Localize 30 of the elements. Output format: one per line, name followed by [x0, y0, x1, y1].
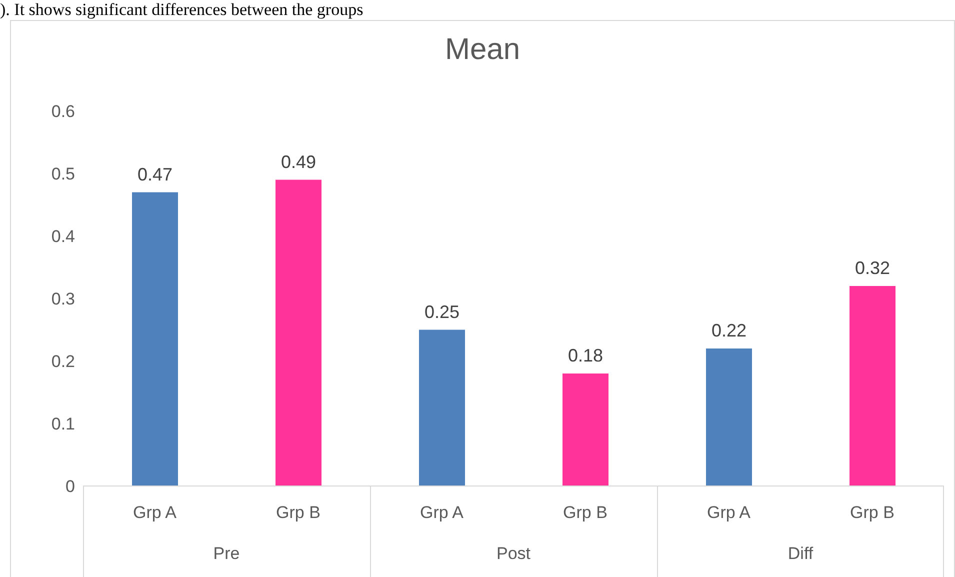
chart-title: Mean	[444, 33, 522, 67]
y-tick-label: 0.1	[51, 414, 75, 434]
y-tick-label: 0.2	[51, 352, 75, 372]
y-tick-label: 0	[66, 477, 75, 496]
text: Post	[495, 544, 532, 564]
bar	[562, 374, 608, 486]
y-tick-label: 0.6	[51, 102, 75, 122]
x-tick-label: Grp B	[850, 503, 894, 522]
text: Pre	[212, 544, 241, 564]
data-label: 0.18	[568, 346, 604, 366]
x-tick-label: Grp B	[276, 503, 320, 522]
bar	[850, 286, 896, 486]
data-label: 0.49	[280, 152, 316, 172]
x-tick-label: Grp A	[707, 503, 752, 522]
x-tick-label: Grp A	[133, 503, 178, 522]
text: Diff	[786, 544, 814, 564]
bar	[706, 348, 752, 486]
data-label: 0.22	[711, 320, 747, 340]
bar	[276, 180, 322, 486]
x-tick-label: Grp B	[563, 503, 608, 522]
bar	[132, 192, 178, 486]
bar	[419, 330, 465, 486]
data-label: 0.47	[137, 164, 173, 184]
y-tick-label: 0.5	[51, 164, 75, 184]
x-tick-label: Grp A	[420, 503, 464, 522]
text: ). It shows significant differences between the groups	[0, 0, 364, 20]
data-label: 0.32	[854, 258, 890, 278]
data-label: 0.25	[424, 302, 460, 322]
y-tick-label: 0.4	[51, 227, 75, 246]
y-tick-label: 0.3	[51, 290, 75, 309]
